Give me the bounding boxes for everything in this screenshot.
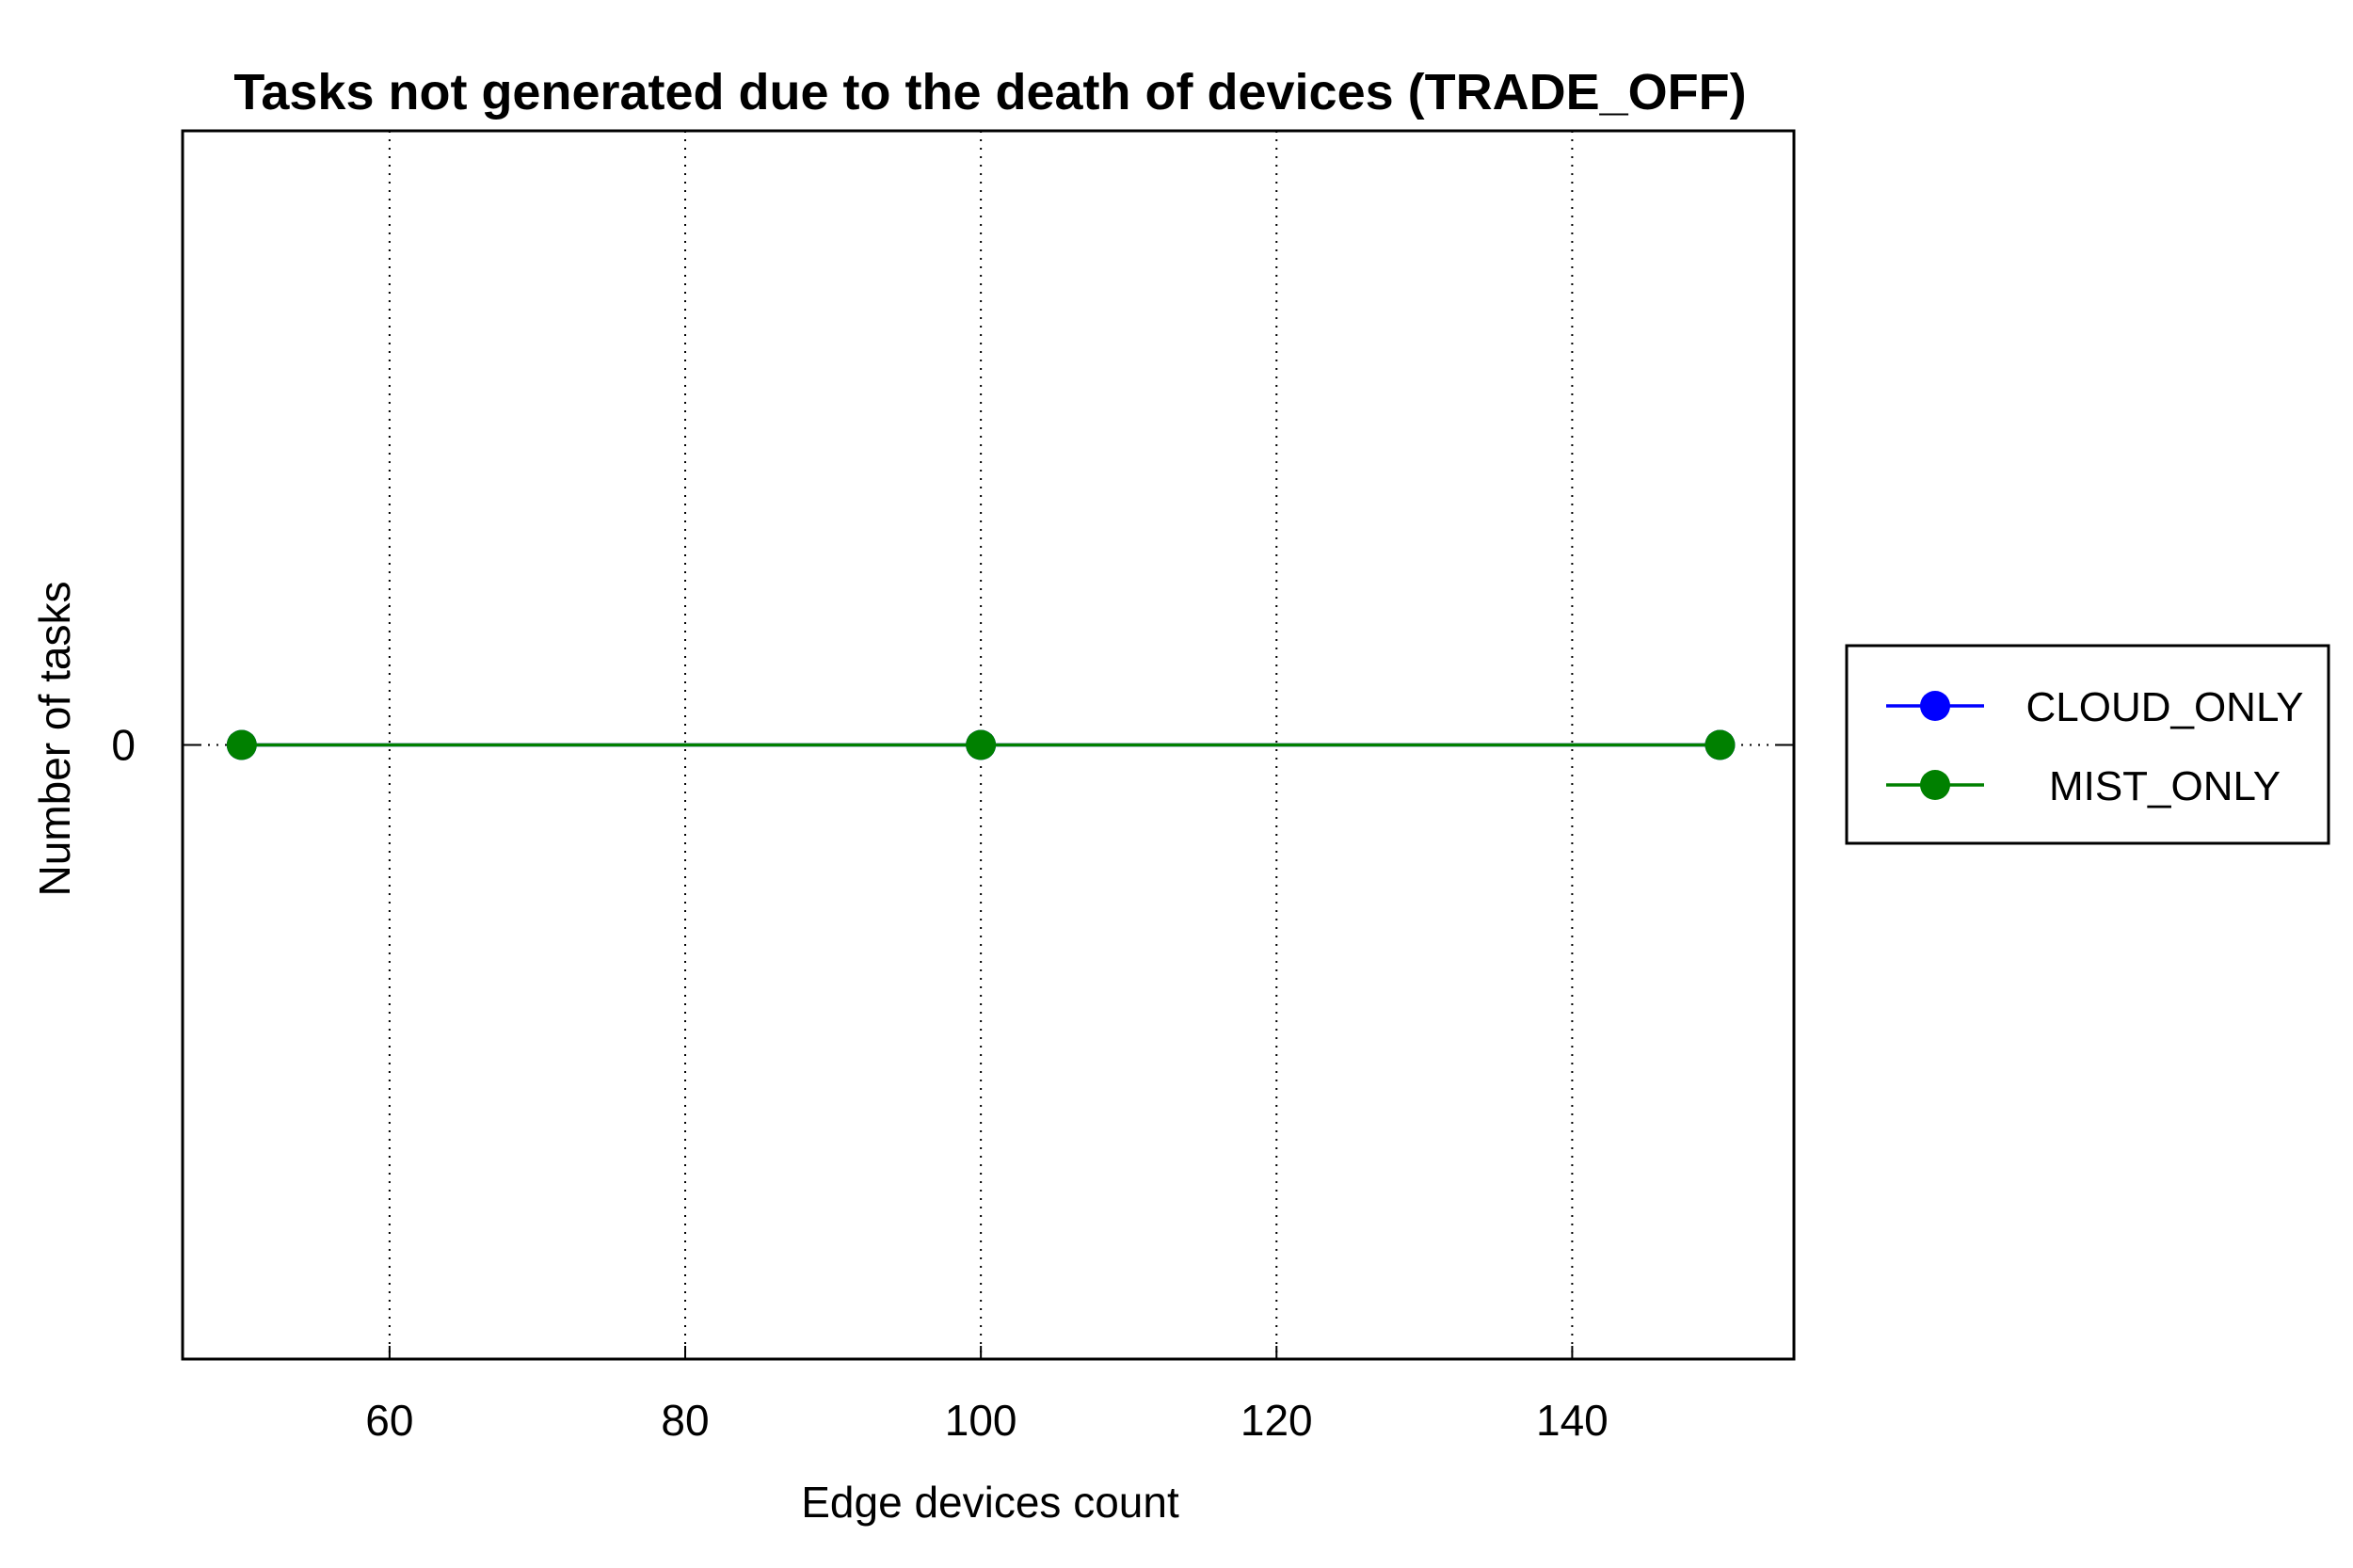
y-axis-label: Number of tasks xyxy=(30,582,79,897)
x-axis-label: Edge devices count xyxy=(801,1478,1179,1527)
series-layer xyxy=(226,729,1736,760)
legend-label: CLOUD_ONLY xyxy=(2025,684,2303,730)
legend-item: MIST_ONLY xyxy=(1886,763,2281,809)
legend-box xyxy=(1845,644,2330,845)
legend-swatch-marker xyxy=(1920,770,1950,800)
y-tick-label: 0 xyxy=(111,721,136,770)
x-tick-label: 120 xyxy=(1241,1396,1313,1445)
x-tick-label: 80 xyxy=(661,1396,709,1445)
legend-swatch-marker xyxy=(1920,691,1950,721)
chart-title: Tasks not generated due to the death of … xyxy=(233,64,1746,120)
x-tick-label: 140 xyxy=(1536,1396,1609,1445)
series-point xyxy=(226,729,257,760)
series-point xyxy=(966,729,997,760)
series-mist-only xyxy=(226,729,1736,760)
x-tick-label: 100 xyxy=(945,1396,1017,1445)
axis-ticks: 60 80 100 120 140 0 xyxy=(111,721,1794,1445)
legend-item: CLOUD_ONLY xyxy=(1886,684,2304,730)
legend-label: MIST_ONLY xyxy=(2049,763,2281,809)
legend: CLOUD_ONLY MIST_ONLY xyxy=(1845,644,2330,845)
series-point xyxy=(1705,729,1736,760)
x-tick-label: 60 xyxy=(365,1396,413,1445)
legend-items: CLOUD_ONLY MIST_ONLY xyxy=(1886,684,2304,809)
